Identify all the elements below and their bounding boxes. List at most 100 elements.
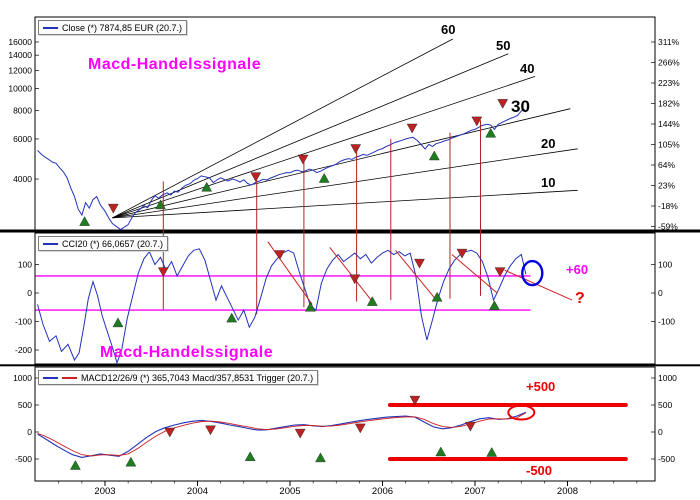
- cci-question-annotation: ?: [575, 290, 585, 307]
- sell-signal-triangle: [494, 267, 506, 278]
- price-legend-label: Close (*) 7874,85 EUR (20.7.): [62, 22, 183, 33]
- year-label: 2007: [464, 486, 485, 497]
- axis-label: 500: [658, 400, 672, 410]
- axis-label: -59%: [658, 222, 678, 232]
- trigger-line: [37, 412, 527, 457]
- close-line-sample-icon: [43, 26, 58, 29]
- cci-trend-line: [504, 269, 573, 301]
- year-label: 2003: [94, 486, 115, 497]
- axis-label: 105%: [658, 140, 680, 150]
- buy-signal-triangle: [315, 452, 326, 463]
- sell-signal-triangle: [497, 99, 509, 109]
- buy-signal-triangle: [486, 447, 498, 457]
- sell-signal-triangle: [349, 274, 361, 285]
- axis-label: 100: [18, 260, 32, 270]
- axis-label: 14000: [8, 50, 32, 60]
- axis-label: 266%: [658, 58, 680, 68]
- fan-label-60: 60: [441, 22, 456, 37]
- year-label: 2005: [279, 486, 300, 497]
- sell-signal-triangle: [465, 421, 476, 432]
- sell-signal-triangle: [274, 250, 286, 260]
- buy-signal-triangle: [79, 216, 90, 226]
- buy-signal-triangle: [366, 296, 378, 306]
- buy-signal-triangle: [125, 456, 137, 467]
- fan-line-20: [112, 148, 578, 219]
- axis-label: -500: [15, 454, 32, 464]
- axis-label: 144%: [658, 119, 680, 129]
- cci-legend-label: CCI20 (*) 66,0657 (20.7.): [62, 238, 164, 249]
- macd-panel: [37, 395, 628, 470]
- axis-label: 64%: [658, 160, 675, 170]
- axis-label: 100: [658, 260, 672, 270]
- axis-label: 10000: [8, 83, 32, 93]
- axis-label: 0: [658, 288, 663, 298]
- trigger-line-sample-icon: [62, 376, 77, 379]
- axis-label: 1000: [658, 373, 677, 383]
- buy-signal-triangle: [201, 181, 213, 192]
- fan-line-50: [112, 53, 509, 219]
- sell-signal-triangle: [205, 425, 216, 436]
- macd-signals-heading-bottom: Macd-Handelssignale: [100, 344, 274, 361]
- buy-signal-triangle: [485, 127, 497, 138]
- cci-highlight-circle: [521, 259, 544, 287]
- cci-legend[interactable]: CCI20 (*) 66,0657 (20.7.): [38, 236, 169, 251]
- price-legend[interactable]: Close (*) 7874,85 EUR (20.7.): [38, 20, 188, 35]
- macd-line-sample-icon: [43, 376, 58, 379]
- axis-label: 223%: [658, 78, 680, 88]
- cci-trend-line: [395, 249, 436, 300]
- axis-label: -18%: [658, 201, 678, 211]
- panel-separator: [0, 364, 700, 367]
- cci-trend-line: [451, 254, 498, 294]
- fan-label-40: 40: [520, 61, 535, 76]
- cci-line-sample-icon: [43, 242, 58, 245]
- sell-signal-triangle: [107, 203, 119, 214]
- cci-panel-frame: [34, 232, 656, 365]
- sell-signal-triangle: [164, 427, 176, 438]
- buy-signal-triangle: [318, 173, 330, 183]
- buy-signal-triangle: [226, 312, 238, 323]
- sell-signal-triangle: [456, 248, 468, 259]
- axis-label: 23%: [658, 181, 675, 191]
- macd-legend-label: MACD12/26/9 (*) 365,7043 Macd/357,8531 T…: [81, 372, 314, 383]
- buy-signal-triangle: [70, 460, 81, 470]
- macd-upper-level-annotation: +500: [526, 379, 556, 394]
- cci-panel: [35, 241, 573, 364]
- sell-signal-triangle: [406, 123, 418, 134]
- cci-trend-line: [329, 247, 373, 302]
- fan-label-20: 20: [541, 136, 556, 151]
- sell-signal-triangle: [350, 144, 362, 154]
- panel-separator: [0, 229, 700, 233]
- buy-signal-triangle: [305, 301, 316, 312]
- axis-label: 311%: [658, 37, 680, 47]
- axis-label: -200: [15, 345, 32, 355]
- buy-signal-triangle: [244, 451, 256, 461]
- fan-line-10: [112, 189, 578, 219]
- axis-label: 6000: [13, 134, 32, 144]
- axis-label: 8000: [13, 106, 32, 116]
- axis-label: -100: [658, 317, 675, 327]
- axis-label: -500: [658, 454, 675, 464]
- axis-label: 16000: [8, 37, 32, 47]
- axis-label: 0: [658, 427, 663, 437]
- buy-signal-triangle: [428, 150, 440, 161]
- buy-signal-triangle: [435, 446, 447, 457]
- sell-signal-triangle: [294, 428, 306, 439]
- axis-label: 12000: [8, 65, 32, 75]
- macd-line: [37, 411, 527, 458]
- sell-signal-triangle: [414, 258, 425, 269]
- axis-label: -100: [15, 317, 32, 327]
- buy-signal-triangle: [431, 291, 443, 302]
- sell-signal-triangle: [297, 154, 309, 165]
- macd-signals-heading-top: Macd-Handelssignale: [88, 56, 262, 73]
- fan-line-30: [112, 108, 571, 219]
- macd-legend[interactable]: MACD12/26/9 (*) 365,7043 Macd/357,8531 T…: [38, 370, 319, 385]
- sell-signal-triangle: [250, 172, 262, 183]
- sell-signal-triangle: [354, 423, 366, 434]
- fan-label-50: 50: [496, 38, 511, 53]
- price-panel: [37, 38, 578, 231]
- cci-trend-line: [267, 241, 313, 305]
- fan-line-60: [112, 38, 453, 219]
- macd-lower-level-annotation: -500: [526, 463, 553, 478]
- axis-label: 182%: [658, 99, 680, 109]
